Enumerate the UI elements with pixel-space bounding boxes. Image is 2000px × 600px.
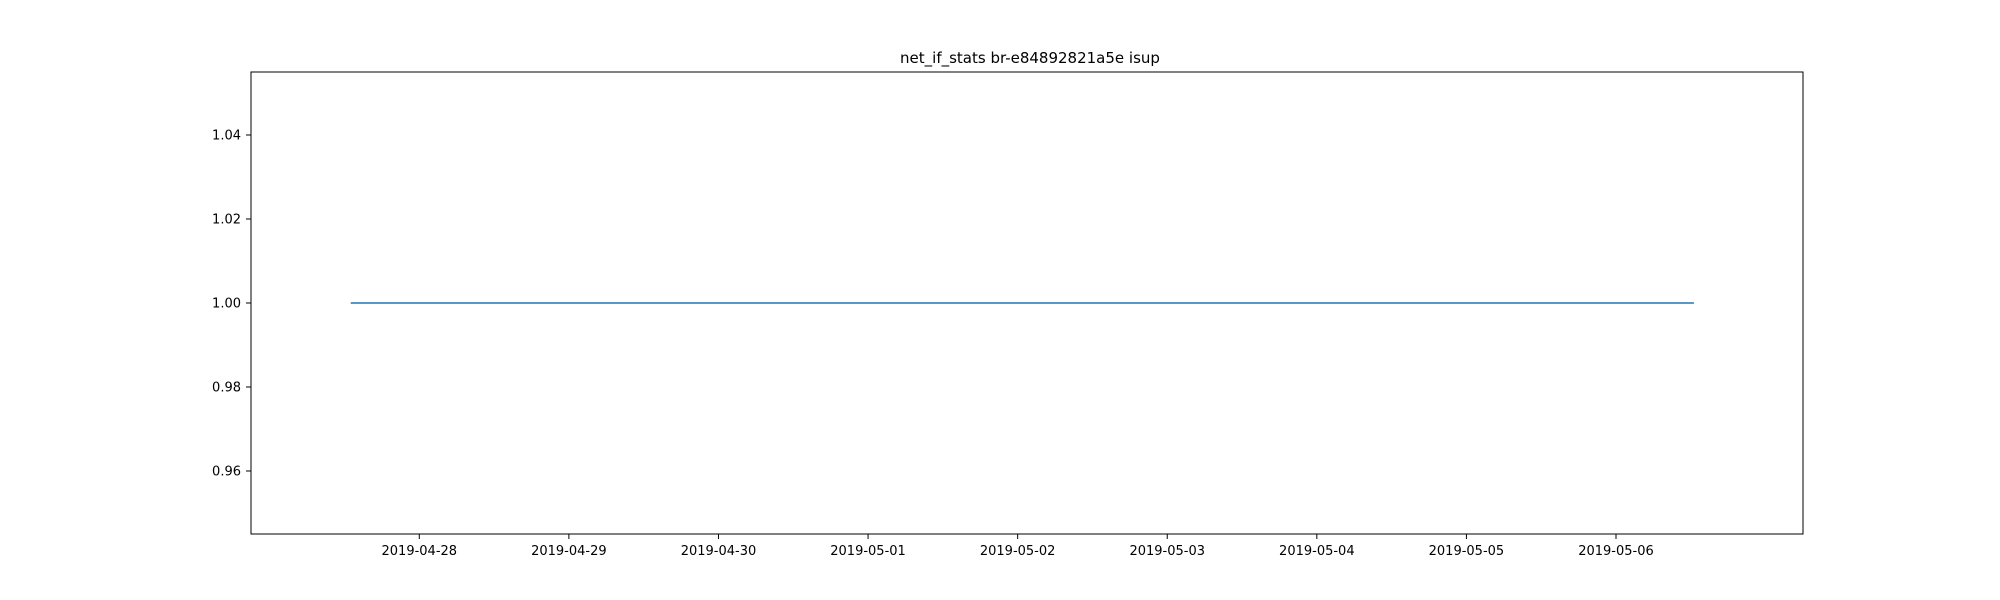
y-tick-label: 1.00 bbox=[212, 297, 241, 312]
y-tick-label: 1.02 bbox=[212, 213, 241, 228]
plot-frame bbox=[250, 71, 1804, 535]
y-tick-label: 1.04 bbox=[212, 129, 241, 144]
x-tick-label: 2019-05-01 bbox=[830, 544, 906, 559]
x-tick-label: 2019-04-29 bbox=[531, 544, 607, 559]
chart-title: net_if_stats br-e84892821a5e isup bbox=[900, 49, 1160, 68]
y-axis: 0.96 0.98 1.00 1.02 1.04 bbox=[212, 129, 251, 480]
x-tick-label: 2019-05-02 bbox=[980, 544, 1056, 559]
y-tick-label: 0.96 bbox=[212, 465, 241, 480]
x-tick-label: 2019-04-30 bbox=[681, 544, 757, 559]
x-tick-label: 2019-04-28 bbox=[382, 544, 458, 559]
x-tick-label: 2019-05-04 bbox=[1279, 544, 1355, 559]
x-tick-label: 2019-05-05 bbox=[1429, 544, 1505, 559]
y-tick-label: 0.98 bbox=[212, 381, 241, 396]
x-axis: 2019-04-28 2019-04-29 2019-04-30 2019-05-01… bbox=[382, 534, 1654, 559]
x-tick-label: 2019-05-03 bbox=[1129, 544, 1205, 559]
x-tick-label: 2019-05-06 bbox=[1578, 544, 1654, 559]
